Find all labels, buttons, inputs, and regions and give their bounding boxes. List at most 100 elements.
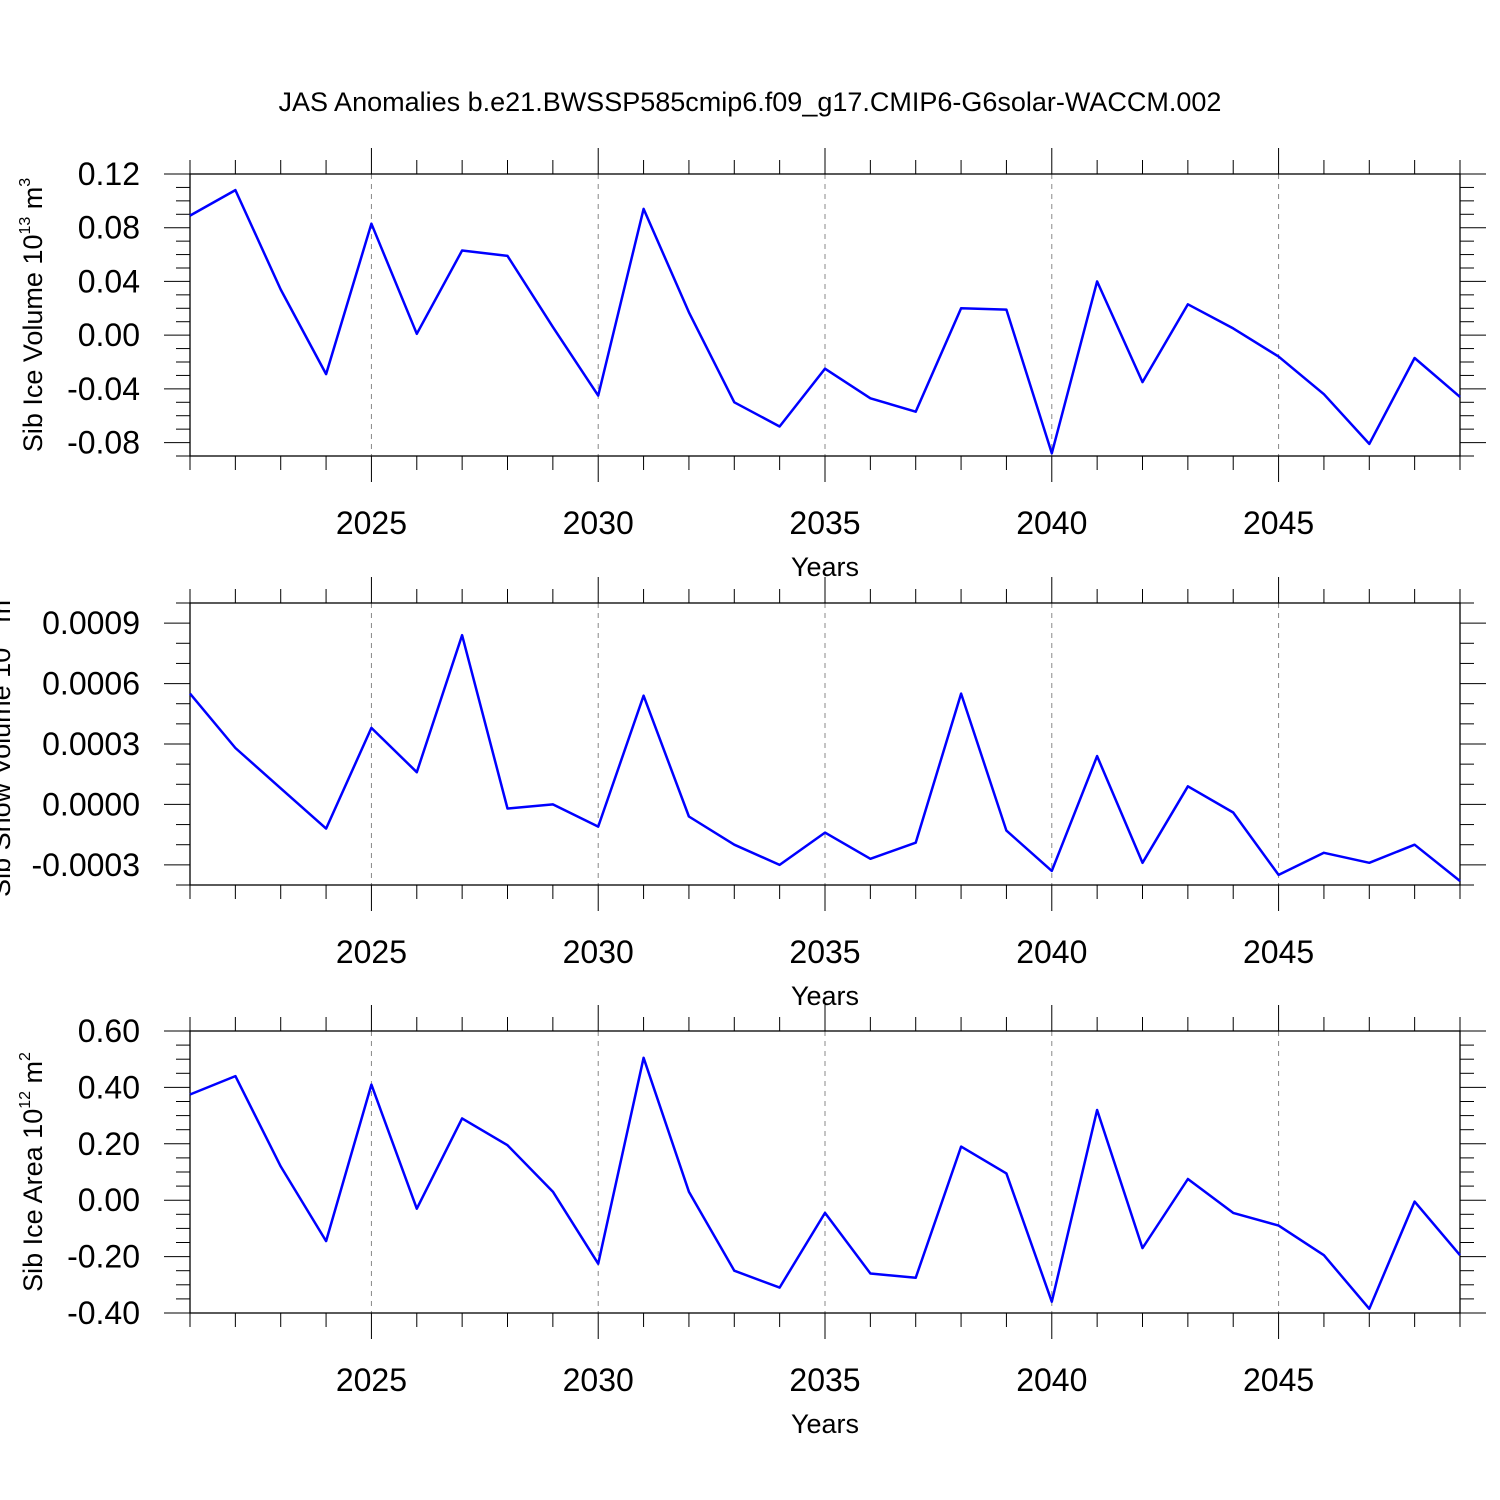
panel-1-series-line xyxy=(189,188,1461,455)
panel-3-data-point xyxy=(188,1092,192,1096)
panel-2-data-point xyxy=(959,692,963,696)
panel-2-data-point xyxy=(460,633,464,637)
panel-3-data-point xyxy=(778,1286,782,1290)
panel-2-data-point xyxy=(415,770,419,774)
panel-2: 2025 2030 2035 2040 2045Years-0.00030.00000.… xyxy=(0,577,1486,1011)
panel-3-data-point xyxy=(506,1143,510,1147)
panel-1-data-point xyxy=(279,287,283,291)
panel-3-data-point xyxy=(233,1074,237,1078)
panel-1-y-tick-label: 0.08 xyxy=(78,210,140,246)
panel-3-data-point xyxy=(1050,1300,1054,1304)
panel-3-data-point xyxy=(868,1272,872,1276)
panel-2-data-point xyxy=(1095,754,1099,758)
panel-1-data-point xyxy=(324,372,328,376)
panel-3-data-point xyxy=(596,1262,600,1266)
panel-3-data-point xyxy=(369,1083,373,1087)
panel-3-data-point xyxy=(823,1211,827,1215)
panel-2-series-line xyxy=(189,633,1461,882)
panel-3-data-point xyxy=(959,1145,963,1149)
panel-1-data-point xyxy=(506,254,510,258)
panel-1-x-tick-label: 2035 xyxy=(789,505,860,541)
panel-2-data-point xyxy=(778,863,782,867)
panel-1-y-tick-label: 0.00 xyxy=(78,317,140,353)
panel-2-y-axis-label: Sib Snow Volume 1013 m3 xyxy=(0,591,16,897)
panel-1-data-point xyxy=(1458,395,1462,399)
panel-3-data-point xyxy=(1367,1307,1371,1311)
panel-2-data-point xyxy=(1186,784,1190,788)
panel-2-data-point xyxy=(732,843,736,847)
panel-1-data-point xyxy=(778,424,782,428)
panel-3-x-tick-label: 2035 xyxy=(789,1362,860,1398)
panel-2-data-point xyxy=(1322,851,1326,855)
panel-1-y-tick-label: 0.04 xyxy=(78,263,140,299)
panel-1-data-point xyxy=(732,400,736,404)
panel-1-x-tick-label: 2040 xyxy=(1016,505,1087,541)
panel-3-series-line xyxy=(189,1056,1461,1311)
panel-1-data-point xyxy=(687,310,691,314)
panel-2-data-point xyxy=(1277,873,1281,877)
panel-1-data-point xyxy=(914,410,918,414)
panel-1-data-point xyxy=(188,214,192,218)
panel-2-data-point xyxy=(188,692,192,696)
panel-1-data-point xyxy=(1050,451,1054,455)
panel-3-y-tick-label: 0.00 xyxy=(78,1182,140,1218)
panel-1-x-tick-label: 2025 xyxy=(336,505,407,541)
panel-3-data-point xyxy=(732,1269,736,1273)
panel-1-data-point xyxy=(1186,302,1190,306)
panel-1-x-tick-label: 2045 xyxy=(1243,505,1314,541)
chart-title: JAS Anomalies b.e21.BWSSP585cmip6.f09_g1… xyxy=(279,87,1222,117)
panel-3: 2025 2030 2035 2040 2045 Years -0.40 -0.20 0.00 0… xyxy=(17,1005,1486,1439)
panel-1-data-point xyxy=(369,222,373,226)
panel-3-data-point xyxy=(1141,1246,1145,1250)
panel-1-x-tick-label: 2030 xyxy=(563,505,634,541)
panel-2-y-tick-label: -0.0003 xyxy=(31,847,140,883)
panel-1-data-point xyxy=(460,249,464,253)
panel-2-x-tick-label: 2035 xyxy=(789,934,860,970)
panel-3-x-tick-label: 2030 xyxy=(563,1362,634,1398)
panel-3-data-point xyxy=(1413,1200,1417,1204)
panel-1-data-point xyxy=(1004,308,1008,312)
panel-1-y-tick-label: -0.04 xyxy=(67,371,140,407)
panel-3-y-tick-label: 0.60 xyxy=(78,1013,140,1049)
panel-2-data-point xyxy=(642,694,646,698)
panel-1-data-point xyxy=(415,332,419,336)
panel-3-y-tick-label: -0.20 xyxy=(67,1239,140,1275)
panel-3-data-point xyxy=(279,1164,283,1168)
panel-3-y-tick-label: 0.40 xyxy=(78,1069,140,1105)
panel-1-data-point xyxy=(1322,392,1326,396)
panel-1-data-point xyxy=(596,394,600,398)
panel-3-data-point xyxy=(324,1239,328,1243)
panel-2-data-point xyxy=(687,815,691,819)
panel-2-data-point xyxy=(233,746,237,750)
panel-3-data-point xyxy=(1322,1253,1326,1257)
panel-3-data-point xyxy=(687,1190,691,1194)
panel-2-y-tick-label: 0.0006 xyxy=(42,666,140,702)
panel-3-y-tick-label: -0.40 xyxy=(67,1295,140,1331)
panel-3-x-tick-label: 2040 xyxy=(1016,1362,1087,1398)
panel-2-data-point xyxy=(823,831,827,835)
panel-1-data-point xyxy=(551,325,555,329)
panel-3-data-point xyxy=(914,1276,918,1280)
panel-1-data-point xyxy=(642,207,646,211)
panel-2-data-point xyxy=(324,827,328,831)
panel-3-data-point xyxy=(551,1190,555,1194)
panel-1-data-point xyxy=(1231,326,1235,330)
panel-2-data-point xyxy=(551,802,555,806)
panel-2-data-point xyxy=(369,726,373,730)
panel-1-data-point xyxy=(1095,279,1099,283)
panel-3-data-point xyxy=(460,1116,464,1120)
panel-1-y-tick-label: 0.12 xyxy=(78,156,140,192)
panel-2-x-tick-label: 2040 xyxy=(1016,934,1087,970)
panel-2-y-tick-label: 0.0000 xyxy=(42,786,140,822)
panel-3-x-tick-label: 2025 xyxy=(336,1362,407,1398)
panel-1-data-point xyxy=(1277,355,1281,359)
panel-2-data-point xyxy=(1231,810,1235,814)
panel-2-data-point xyxy=(1050,869,1054,873)
panel-1: 2025 2030 2035 2040 2045Years-0.08-0.040.000… xyxy=(17,148,1486,582)
panel-2-data-point xyxy=(1141,861,1145,865)
panel-3-data-point xyxy=(642,1056,646,1060)
panel-3-data-point xyxy=(1458,1253,1462,1257)
panel-3-data-point xyxy=(1186,1177,1190,1181)
panel-1-data-point xyxy=(868,396,872,400)
panel-1-y-tick-label: -0.08 xyxy=(67,425,140,461)
